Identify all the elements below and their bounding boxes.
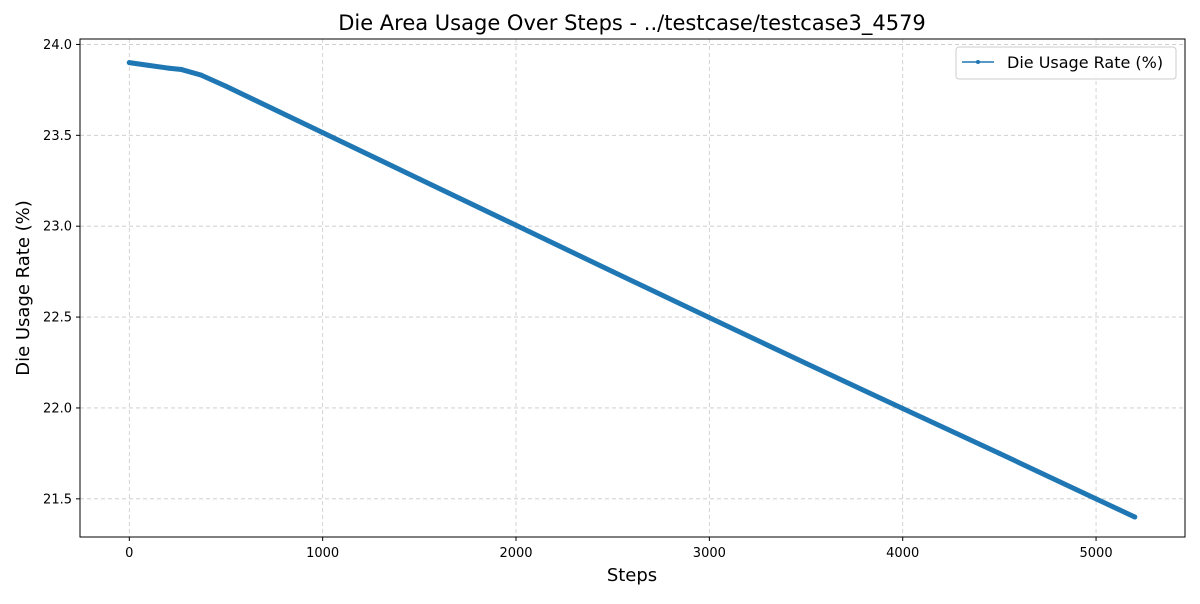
data-point (179, 67, 185, 73)
y-tick-label: 22.0 (43, 401, 72, 416)
data-point (1093, 496, 1099, 502)
y-tick-label: 23.5 (43, 129, 72, 144)
x-tick-label: 0 (125, 546, 133, 561)
legend-box (955, 46, 1177, 80)
data-point (165, 65, 171, 71)
x-tick-label: 4000 (886, 546, 919, 561)
x-tick-label: 5000 (1080, 546, 1113, 561)
data-point (900, 406, 906, 412)
series-line-0 (129, 61, 1136, 518)
data-point (803, 360, 809, 366)
x-axis-label: Steps (607, 565, 657, 586)
data-point (610, 269, 616, 275)
y-tick-label: 23.0 (43, 220, 72, 235)
x-tick-label: 2000 (499, 546, 532, 561)
y-tick-label: 24.0 (43, 38, 72, 53)
legend: Die Usage Rate (%) (955, 46, 1177, 80)
data-point (126, 60, 132, 66)
y-tick-label: 21.5 (43, 492, 72, 507)
data-point (320, 130, 326, 136)
grid-lines (80, 39, 1185, 537)
chart-title: Die Area Usage Over Steps - ../testcase/… (338, 11, 926, 36)
series-layer (126, 60, 1138, 520)
data-point (198, 72, 204, 78)
data-point (223, 83, 229, 89)
plot-area-frame (79, 38, 1186, 538)
data-point (146, 62, 152, 68)
y-tick-label: 22.5 (43, 311, 72, 326)
legend-marker-swatch (976, 60, 980, 64)
x-tick-label: 3000 (693, 546, 726, 561)
data-point (706, 315, 712, 321)
data-point (1132, 514, 1138, 520)
data-point (416, 176, 422, 182)
series-line-0-markers-trail (126, 60, 1138, 520)
data-point (513, 222, 519, 228)
data-point (996, 450, 1002, 456)
x-tick-label: 1000 (306, 546, 339, 561)
axis-ticks: 0 1000 2000 3000 4000 5000 21.5 22.0 22.5 23.0 23.… (43, 38, 1113, 561)
legend-label: Die Usage Rate (%) (1007, 53, 1163, 72)
y-axis-label: Die Usage Rate (%) (13, 200, 34, 376)
